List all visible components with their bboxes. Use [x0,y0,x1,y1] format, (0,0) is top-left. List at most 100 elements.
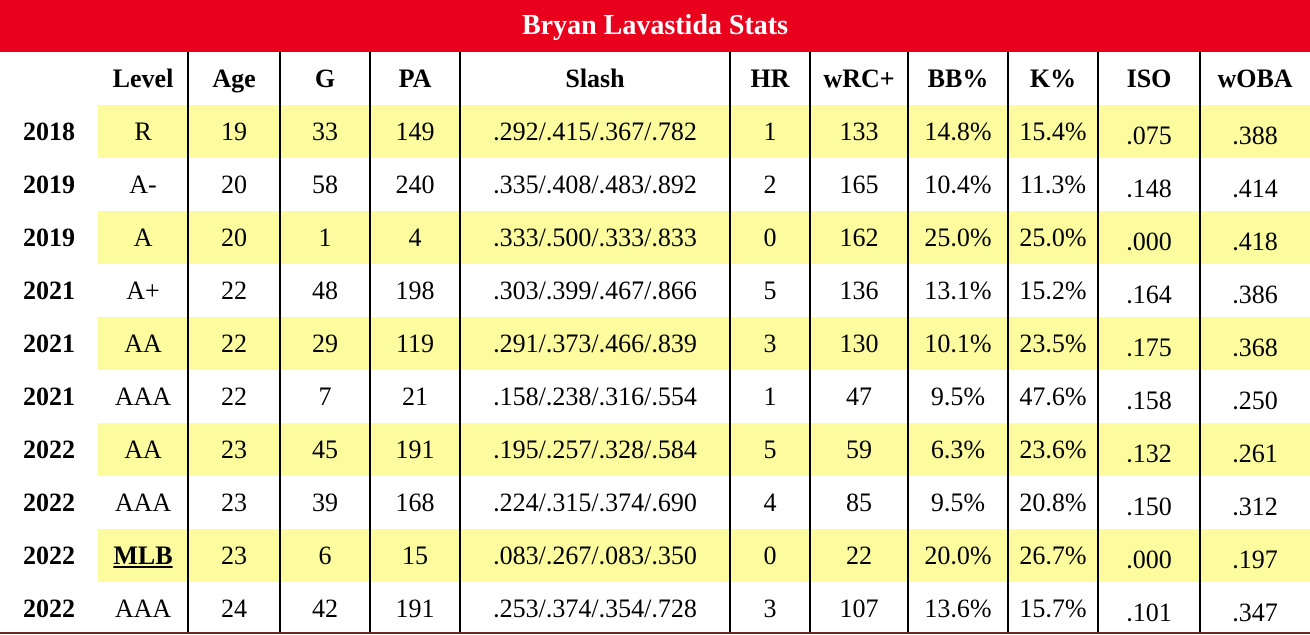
cell-k-pct: 26.7% [1008,529,1098,582]
cell-k-pct: 25.0% [1008,211,1098,264]
cell-bb-pct: 14.8% [908,105,1008,158]
cell-woba: .261 [1200,423,1310,476]
cell-age: 24 [221,593,247,623]
cell-level: AAA [114,487,172,517]
header-wrc-plus: wRC+ [823,63,895,93]
cell-pa: 149 [370,105,460,158]
cell-hr: 1 [763,381,777,411]
cell-iso: .175 [1098,317,1200,370]
cell-k-pct: 23.6% [1008,423,1098,476]
cell-slash: .195/.257/.328/.584 [460,423,730,476]
cell-woba: .388 [1200,105,1310,158]
cell-k-pct: 20.8% [1019,487,1087,517]
cell-hr: 0 [730,211,810,264]
cell-woba: .250 [1232,385,1278,415]
cell-woba: .347 [1232,597,1278,627]
cell-wrc-plus: 130 [810,317,908,370]
cell-slash: .253/.374/.354/.728 [493,593,697,623]
cell-g: 45 [280,423,370,476]
cell-hr: 5 [730,423,810,476]
cell-level: AA [98,317,188,370]
cell-hr: 0 [730,529,810,582]
column-divider [1199,52,1201,634]
cell-level: AA [98,423,188,476]
cell-slash: .333/.500/.333/.833 [460,211,730,264]
cell-g: 33 [280,105,370,158]
column-divider [809,52,811,634]
cell-wrc-plus: 133 [810,105,908,158]
cell-k-pct: 15.4% [1008,105,1098,158]
cell-hr: 1 [730,105,810,158]
cell-slash: .292/.415/.367/.782 [460,105,730,158]
column-divider [187,52,189,634]
cell-year: 2022 [23,487,75,517]
cell-iso: .000 [1098,529,1200,582]
cell-wrc-plus: 59 [810,423,908,476]
cell-level: R [98,105,188,158]
cell-wrc-plus: 165 [839,169,879,199]
cell-slash: .335/.408/.483/.892 [493,169,697,199]
cell-k-pct: 47.6% [1019,381,1087,411]
cell-wrc-plus: 162 [810,211,908,264]
column-divider [1007,52,1009,634]
header-bb-pct: BB% [927,63,989,93]
column-divider [907,52,909,634]
cell-year: 2018 [23,116,75,146]
cell-hr: 3 [730,317,810,370]
column-divider [1097,52,1099,634]
cell-age: 23 [188,529,280,582]
header-woba: wOBA [1217,63,1293,93]
cell-age: 22 [221,381,247,411]
cell-pa: 240 [395,169,435,199]
header-age: Age [212,63,256,93]
column-divider [279,52,281,634]
header-pa: PA [398,63,432,93]
cell-woba: .368 [1200,317,1310,370]
header-iso: ISO [1126,63,1172,93]
cell-level: AAA [114,593,172,623]
cell-bb-pct: 10.1% [908,317,1008,370]
cell-pa: 198 [395,275,435,305]
column-divider [459,52,461,634]
cell-pa: 4 [370,211,460,264]
cell-k-pct: 23.5% [1008,317,1098,370]
header-k-pct: K% [1029,63,1077,93]
cell-woba: .418 [1200,211,1310,264]
column-divider [369,52,371,634]
cell-wrc-plus: 47 [846,381,872,411]
cell-iso: .158 [1126,385,1172,415]
cell-woba: .386 [1232,279,1278,309]
cell-pa: 168 [395,487,435,517]
header-slash: Slash [565,63,625,93]
cell-iso: .000 [1098,211,1200,264]
cell-woba: .312 [1232,491,1278,521]
cell-iso: .164 [1126,279,1172,309]
cell-bb-pct: 9.5% [930,381,986,411]
cell-g: 6 [280,529,370,582]
cell-pa: 21 [402,381,428,411]
cell-age: 23 [188,423,280,476]
cell-hr: 2 [763,169,777,199]
cell-hr: 3 [763,593,777,623]
cell-year: 2019 [23,169,75,199]
cell-slash: .291/.373/.466/.839 [460,317,730,370]
cell-bb-pct: 13.1% [924,275,992,305]
column-divider [729,52,731,634]
cell-g: 7 [318,381,332,411]
cell-pa: 119 [370,317,460,370]
header-level: Level [112,63,174,93]
cell-g: 39 [312,487,338,517]
cell-age: 19 [188,105,280,158]
cell-pa: 191 [370,423,460,476]
cell-slash: .224/.315/.374/.690 [493,487,697,517]
cell-g: 42 [312,593,338,623]
cell-bb-pct: 10.4% [924,169,992,199]
cell-level: A+ [126,275,160,305]
cell-wrc-plus: 107 [839,593,879,623]
cell-k-pct: 11.3% [1019,169,1087,199]
cell-wrc-plus: 85 [846,487,872,517]
cell-iso: .075 [1098,105,1200,158]
cell-bb-pct: 25.0% [908,211,1008,264]
cell-k-pct: 15.2% [1019,275,1087,305]
header-year [0,52,98,105]
